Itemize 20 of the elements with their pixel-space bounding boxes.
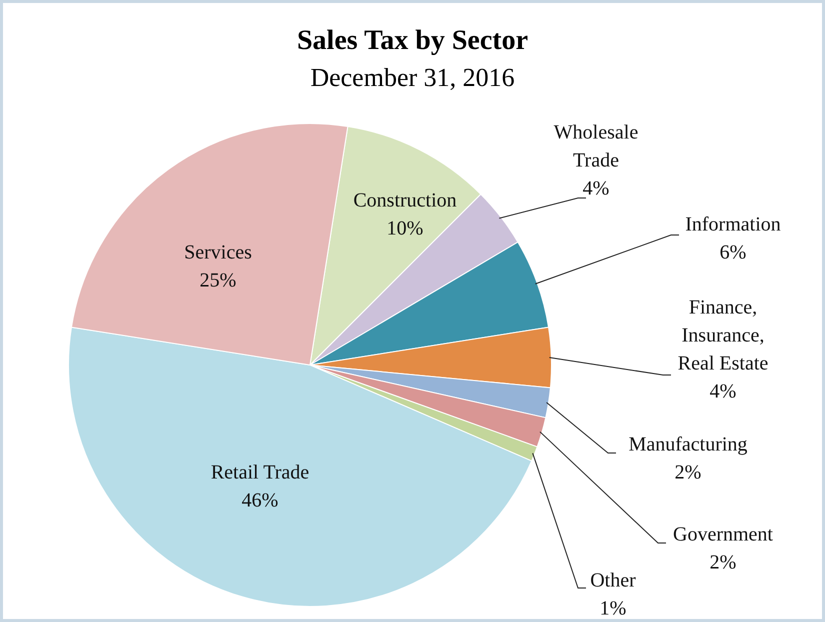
- slice-label: Other: [590, 569, 636, 592]
- chart-title: Sales Tax by Sector: [296, 25, 530, 57]
- slice-label: Services: [184, 241, 252, 264]
- data-label: 2%: [674, 461, 702, 484]
- data-label: 1%: [600, 597, 626, 620]
- chart-subtitle: December 31, 2016: [309, 63, 516, 93]
- data-label: 2%: [710, 551, 736, 574]
- slice-label: Retail Trade: [210, 461, 310, 484]
- slice-label: Wholesale Trade: [554, 121, 638, 172]
- data-label: 46%: [242, 489, 278, 512]
- data-label: 10%: [386, 217, 424, 240]
- slice-label: Government: [673, 523, 774, 546]
- slice-label: Finance, Insurance, Real Estate: [678, 296, 768, 374]
- data-label: 4%: [582, 177, 610, 200]
- slice-label: Manufacturing: [628, 433, 748, 456]
- data-label: 6%: [720, 241, 746, 264]
- slice-label: Information: [685, 213, 781, 236]
- data-label: 4%: [710, 380, 736, 402]
- data-label: 25%: [200, 269, 236, 292]
- slice-label: Construction: [353, 189, 457, 212]
